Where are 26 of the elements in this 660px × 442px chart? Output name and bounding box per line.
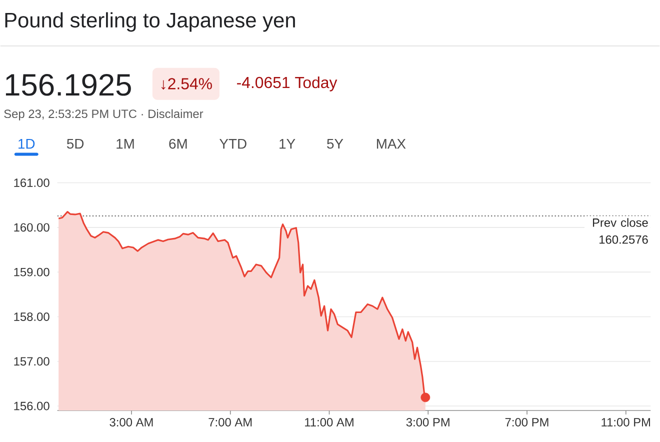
text: 5Y [327, 138, 344, 148]
y-tick-label: 161.00 [14, 178, 50, 187]
y-tick-label: 156.00 [14, 402, 50, 410]
text: 5D [66, 138, 84, 148]
text: 1Y [280, 138, 296, 148]
text: 6M [169, 138, 187, 149]
y-tick-label: 158.00 [14, 312, 50, 321]
text: Sep 23, 2:53:25 PM UTC · Disclaimer [4, 109, 204, 120]
x-tick-label: 3:00 AM [110, 418, 153, 426]
chart-title: Pound sterling to Japanese yen [5, 12, 295, 32]
text: ↓2.54% [162, 78, 212, 90]
x-tick-label: 11:00 AM [305, 418, 354, 426]
text: 1M [116, 138, 134, 148]
x-tick-label: 11:00 PM [602, 418, 650, 426]
text: 1D [18, 138, 35, 148]
y-tick-label: 160.00 [14, 222, 50, 232]
ref-line-label: Prev close 160.2576 [592, 218, 648, 244]
x-tick-label: 3:00 PM [406, 418, 450, 426]
text: -4.0651 Today [237, 76, 338, 92]
x-tick-label: 7:00 AM [208, 418, 252, 426]
text: MAX [376, 138, 406, 148]
text: YTD [220, 138, 246, 148]
x-tick-label: 7:00 PM [505, 418, 548, 426]
y-tick-label: 159.00 [14, 268, 50, 276]
y-tick-label: 157.00 [14, 356, 50, 366]
text: 156.1925 [6, 74, 131, 96]
